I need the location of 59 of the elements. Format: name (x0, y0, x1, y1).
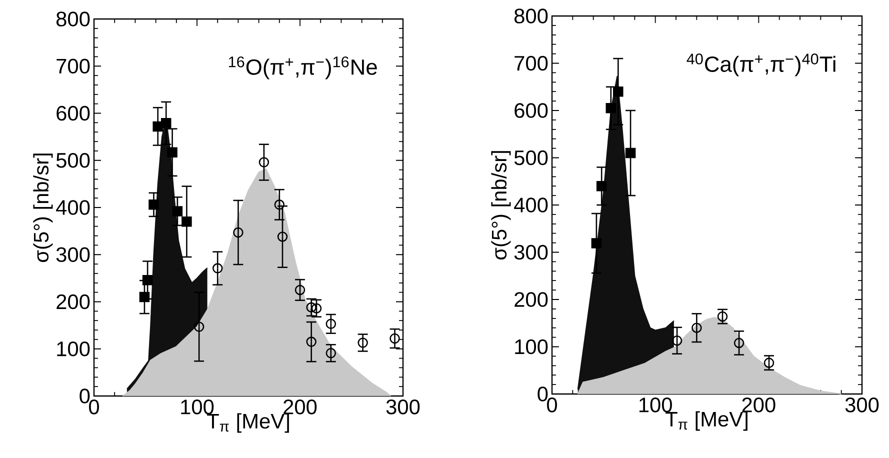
point (390, 333, 400, 344)
point (306, 336, 316, 347)
y-tick-label: 600 (56, 106, 90, 121)
point (142, 274, 153, 286)
point (358, 338, 368, 348)
point (148, 200, 159, 210)
point (606, 103, 616, 114)
point (326, 318, 336, 330)
y-tick-label: 500 (56, 152, 90, 168)
y-tick-label: 800 (56, 12, 90, 26)
point (306, 302, 316, 313)
point (717, 311, 728, 322)
point (625, 148, 636, 158)
point (182, 216, 192, 227)
point (212, 263, 223, 274)
x-tick-label: 100 (639, 398, 672, 412)
point (172, 206, 183, 216)
y-tick-label: 700 (56, 58, 90, 74)
x-tick-label: 300 (845, 398, 879, 412)
x-axis-title: T$_{π}$ [MeV] (666, 411, 748, 431)
annotation: $^{40}$Ca(π$^{+}$,π$^{−}$)$^{40}$Ti (686, 54, 836, 76)
point (613, 86, 624, 97)
x-axis-title: T$_{π}$ [MeV] (207, 413, 289, 433)
y-axis-title: σ(5°) [nb/sr] (33, 154, 53, 262)
point (160, 118, 172, 128)
point (692, 322, 702, 333)
point (194, 322, 204, 332)
y-axis-title: σ(5°) [nb/sr] (491, 151, 511, 260)
point (311, 303, 322, 314)
y-tick-label: 700 (514, 56, 548, 71)
point (233, 227, 244, 238)
point (258, 157, 270, 168)
y-tick-label: 100 (515, 339, 548, 354)
point (326, 348, 336, 358)
point (294, 284, 306, 296)
point (591, 238, 602, 248)
point (167, 147, 178, 158)
annotation: $^{16}$O(π$^{+}$,π$^{−}$)$^{16}$Ne (228, 56, 377, 80)
y-tick-label: 100 (57, 341, 90, 356)
point (734, 338, 744, 348)
y-tick-label: 400 (56, 200, 90, 215)
x-tick-label: 300 (386, 400, 420, 414)
y-tick-label: 600 (514, 103, 548, 118)
y-tick-label: 400 (514, 198, 548, 212)
x-tick-label: 200 (284, 400, 317, 414)
point (596, 180, 607, 192)
y-tick-label: 200 (514, 292, 548, 307)
y-tick-label: 200 (56, 294, 90, 310)
y-tick-label: 800 (514, 8, 548, 24)
x-tick-label: 100 (181, 400, 214, 414)
point (672, 335, 682, 346)
y-tick-label: 500 (514, 150, 548, 166)
y-tick-label: 300 (514, 244, 548, 260)
y-tick-label: 300 (56, 247, 90, 262)
x-tick-label: 200 (742, 398, 776, 412)
point (764, 358, 774, 368)
point (139, 292, 150, 302)
point (277, 232, 288, 242)
y-tick-label: 0 (538, 386, 548, 402)
